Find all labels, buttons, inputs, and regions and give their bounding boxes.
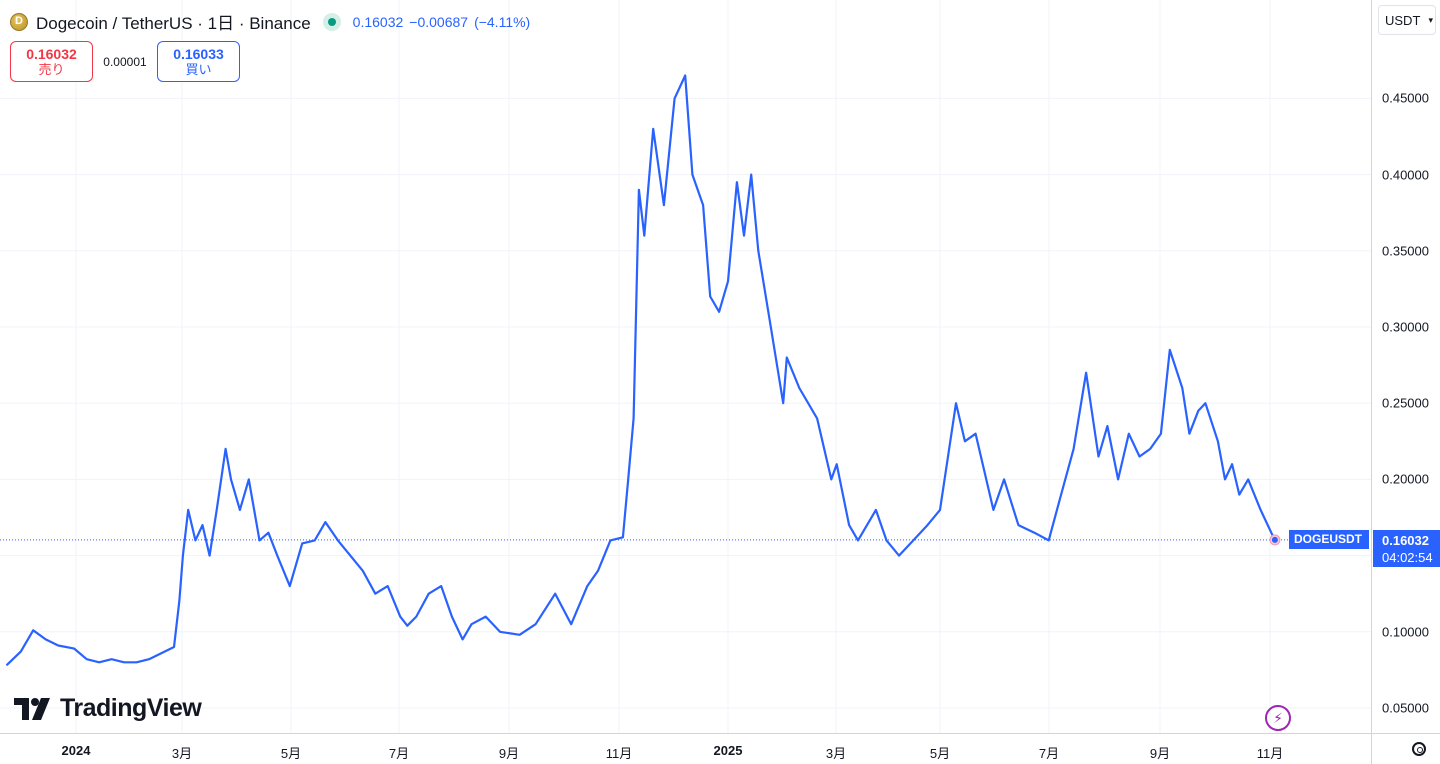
last-price-value: 0.16032 bbox=[1382, 533, 1429, 548]
time-tick-label: 2025 bbox=[713, 743, 743, 758]
buy-price: 0.16033 bbox=[173, 45, 224, 62]
buy-button[interactable]: 0.16033 買い bbox=[157, 41, 240, 82]
price-tick-label: 0.40000 bbox=[1382, 167, 1429, 183]
price-tick-label: 0.20000 bbox=[1382, 471, 1429, 487]
price-chart[interactable] bbox=[0, 0, 1371, 733]
chart-area[interactable]: Dogecoin / TetherUS · 1日 · Binance 0.160… bbox=[0, 0, 1371, 733]
currency-selector[interactable]: USDT ▾ bbox=[1378, 5, 1436, 35]
sell-label: 売り bbox=[38, 61, 65, 77]
trade-buttons: 0.16032 売り 0.00001 0.16033 買い bbox=[10, 41, 240, 82]
time-tick-label: 7月 bbox=[1038, 746, 1060, 761]
price-tick-label: 0.25000 bbox=[1382, 395, 1429, 411]
chart-settings-corner bbox=[1371, 733, 1440, 764]
bar-countdown: 04:02:54 bbox=[1382, 550, 1433, 565]
legend-change-pct: (−4.11%) bbox=[474, 13, 531, 30]
time-tick-label: 2024 bbox=[61, 743, 91, 758]
tradingview-logo[interactable]: TradingView bbox=[14, 694, 202, 723]
lightning-icon[interactable]: ⚡ bbox=[1265, 705, 1291, 731]
sell-button[interactable]: 0.16032 売り bbox=[10, 41, 93, 82]
grid bbox=[0, 0, 1371, 733]
last-price-dot-core bbox=[1271, 536, 1278, 543]
price-tick-label: 0.45000 bbox=[1382, 90, 1429, 106]
last-price-label: 0.16032 04:02:54 bbox=[1373, 530, 1440, 567]
time-tick-label: 3月 bbox=[171, 746, 193, 761]
legend-change: −0.00687 bbox=[409, 13, 469, 30]
time-tick-label: 5月 bbox=[929, 746, 951, 761]
price-series-line bbox=[5, 74, 1276, 667]
tradingview-logo-icon bbox=[14, 697, 50, 720]
time-tick-label: 5月 bbox=[280, 746, 302, 761]
market-status-icon[interactable] bbox=[322, 12, 341, 31]
currency-label: USDT bbox=[1385, 12, 1421, 28]
price-tick-label: 0.10000 bbox=[1382, 624, 1429, 640]
time-tick-label: 11月 bbox=[1256, 746, 1284, 761]
buy-label: 買い bbox=[185, 61, 212, 77]
tradingview-logo-text: TradingView bbox=[60, 694, 202, 722]
time-tick-label: 11月 bbox=[605, 746, 633, 761]
legend-last-price: 0.16032 bbox=[352, 13, 404, 30]
spread-value: 0.00001 bbox=[103, 54, 147, 69]
legend: Dogecoin / TetherUS · 1日 · Binance 0.160… bbox=[10, 9, 536, 34]
time-tick-label: 3月 bbox=[825, 746, 847, 761]
price-tick-label: 0.30000 bbox=[1382, 319, 1429, 335]
symbol-title[interactable]: Dogecoin / TetherUS · 1日 · Binance bbox=[36, 14, 311, 33]
price-tick-label: 0.35000 bbox=[1382, 243, 1429, 259]
dogecoin-icon bbox=[10, 12, 28, 31]
price-tick-label: 0.05000 bbox=[1382, 700, 1429, 716]
time-tick-label: 9月 bbox=[498, 746, 520, 761]
sell-price: 0.16032 bbox=[26, 45, 77, 62]
price-scale[interactable]: USDT ▾ 0.45000 0.40000 0.35000 0.30000 0.250… bbox=[1371, 0, 1440, 733]
time-tick-label: 9月 bbox=[1149, 746, 1171, 761]
gear-icon[interactable] bbox=[1412, 742, 1426, 756]
chevron-down-icon: ▾ bbox=[1428, 14, 1433, 25]
time-tick-label: 7月 bbox=[388, 746, 410, 761]
symbol-price-tag: DOGEUSDT bbox=[1289, 530, 1369, 549]
time-scale[interactable]: 2024 3月 5月 7月 9月 11月 2025 3月 5月 7月 9月 11月 bbox=[0, 733, 1371, 764]
